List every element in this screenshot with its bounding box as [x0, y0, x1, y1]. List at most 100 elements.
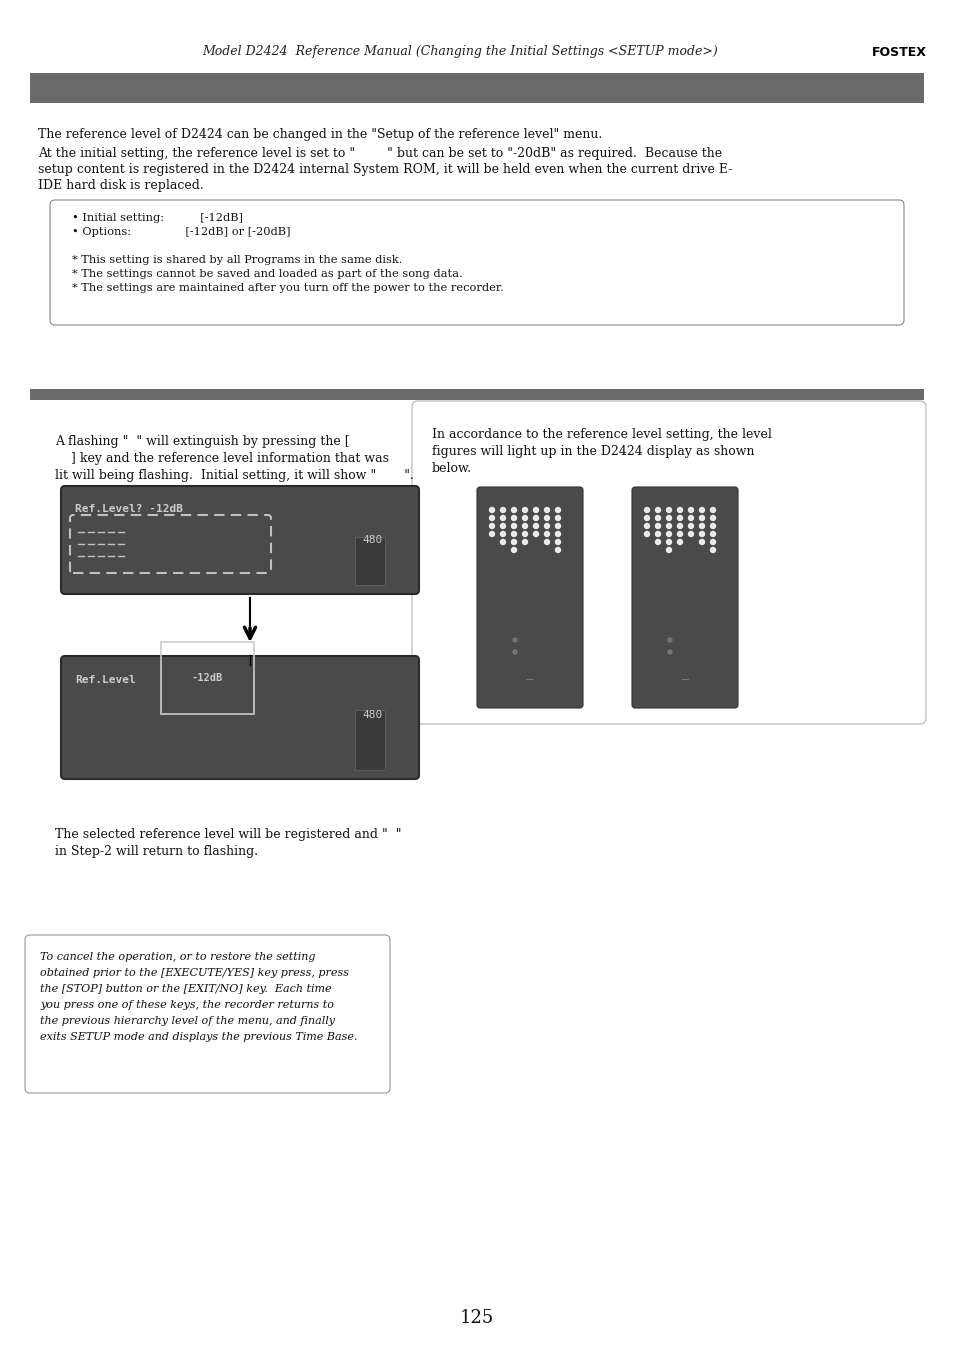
Circle shape: [522, 516, 527, 520]
Circle shape: [500, 539, 505, 544]
Text: lit will being flashing.  Initial setting, it will show "       ".: lit will being flashing. Initial setting…: [55, 469, 414, 482]
Circle shape: [489, 508, 494, 512]
Circle shape: [533, 508, 537, 512]
Text: The selected reference level will be registered and "  ": The selected reference level will be reg…: [55, 828, 401, 842]
Circle shape: [644, 523, 649, 528]
Circle shape: [544, 531, 549, 536]
Text: In accordance to the reference level setting, the level: In accordance to the reference level set…: [432, 428, 771, 440]
FancyBboxPatch shape: [50, 200, 903, 326]
Circle shape: [677, 531, 681, 536]
Circle shape: [533, 523, 537, 528]
Circle shape: [699, 539, 703, 544]
Circle shape: [511, 539, 516, 544]
Circle shape: [655, 516, 659, 520]
Circle shape: [677, 523, 681, 528]
Circle shape: [667, 638, 671, 642]
Circle shape: [710, 516, 715, 520]
Text: Model D2424  Reference Manual (Changing the Initial Settings <SETUP mode>): Model D2424 Reference Manual (Changing t…: [202, 46, 717, 58]
Circle shape: [555, 516, 560, 520]
Text: 480: 480: [362, 711, 383, 720]
Text: exits SETUP mode and displays the previous Time Base.: exits SETUP mode and displays the previo…: [40, 1032, 357, 1042]
Circle shape: [511, 516, 516, 520]
Circle shape: [544, 516, 549, 520]
Circle shape: [500, 523, 505, 528]
Circle shape: [544, 523, 549, 528]
Circle shape: [699, 523, 703, 528]
FancyBboxPatch shape: [412, 401, 925, 724]
Circle shape: [666, 531, 671, 536]
Text: you press one of these keys, the recorder returns to: you press one of these keys, the recorde…: [40, 1000, 334, 1011]
Circle shape: [655, 539, 659, 544]
Circle shape: [511, 547, 516, 553]
Circle shape: [666, 516, 671, 520]
Circle shape: [699, 508, 703, 512]
Circle shape: [489, 531, 494, 536]
Circle shape: [522, 523, 527, 528]
Circle shape: [513, 638, 517, 642]
Text: setup content is registered in the D2424 internal System ROM, it will be held ev: setup content is registered in the D2424…: [38, 163, 732, 176]
Circle shape: [511, 523, 516, 528]
Circle shape: [688, 531, 693, 536]
FancyBboxPatch shape: [631, 486, 738, 708]
Text: * This setting is shared by all Programs in the same disk.: * This setting is shared by all Programs…: [71, 255, 402, 265]
Circle shape: [555, 547, 560, 553]
Text: 480: 480: [362, 535, 383, 544]
Text: Ref.Level? -12dB: Ref.Level? -12dB: [75, 504, 183, 513]
Circle shape: [555, 531, 560, 536]
Bar: [30, 73, 923, 103]
Circle shape: [655, 531, 659, 536]
Circle shape: [555, 523, 560, 528]
Circle shape: [666, 508, 671, 512]
Text: figures will light up in the D2424 display as shown: figures will light up in the D2424 displ…: [432, 444, 754, 458]
Text: To cancel the operation, or to restore the setting: To cancel the operation, or to restore t…: [40, 952, 315, 962]
Text: the previous hierarchy level of the menu, and finally: the previous hierarchy level of the menu…: [40, 1016, 335, 1025]
Circle shape: [489, 523, 494, 528]
Text: ] key and the reference level information that was: ] key and the reference level informatio…: [55, 453, 389, 465]
Circle shape: [544, 508, 549, 512]
Circle shape: [710, 547, 715, 553]
Circle shape: [500, 531, 505, 536]
Circle shape: [555, 539, 560, 544]
Text: * The settings are maintained after you turn off the power to the recorder.: * The settings are maintained after you …: [71, 282, 503, 293]
Text: —: —: [680, 676, 688, 685]
Circle shape: [489, 516, 494, 520]
Text: • Initial setting:          [-12dB]: • Initial setting: [-12dB]: [71, 213, 243, 223]
Circle shape: [644, 508, 649, 512]
Circle shape: [522, 531, 527, 536]
Bar: [355, 711, 385, 770]
Circle shape: [533, 516, 537, 520]
Circle shape: [710, 508, 715, 512]
Text: —: —: [525, 676, 534, 685]
Circle shape: [500, 508, 505, 512]
Circle shape: [699, 531, 703, 536]
Text: in Step-2 will return to flashing.: in Step-2 will return to flashing.: [55, 844, 258, 858]
Text: 125: 125: [459, 1309, 494, 1327]
FancyBboxPatch shape: [61, 486, 418, 594]
Circle shape: [644, 516, 649, 520]
FancyBboxPatch shape: [61, 657, 418, 780]
Circle shape: [677, 508, 681, 512]
Circle shape: [555, 508, 560, 512]
Circle shape: [688, 516, 693, 520]
Circle shape: [710, 531, 715, 536]
Circle shape: [522, 539, 527, 544]
Circle shape: [688, 523, 693, 528]
Circle shape: [666, 523, 671, 528]
Text: below.: below.: [432, 462, 472, 476]
Circle shape: [511, 531, 516, 536]
FancyBboxPatch shape: [476, 486, 582, 708]
Circle shape: [522, 508, 527, 512]
Circle shape: [511, 508, 516, 512]
Circle shape: [666, 547, 671, 553]
Text: At the initial setting, the reference level is set to "        " but can be set : At the initial setting, the reference le…: [38, 147, 721, 159]
Circle shape: [513, 650, 517, 654]
Text: • Options:               [-12dB] or [-20dB]: • Options: [-12dB] or [-20dB]: [71, 227, 291, 236]
Circle shape: [500, 516, 505, 520]
Bar: [355, 536, 385, 585]
Text: * The settings cannot be saved and loaded as part of the song data.: * The settings cannot be saved and loade…: [71, 269, 462, 280]
Circle shape: [688, 508, 693, 512]
Circle shape: [544, 539, 549, 544]
Text: A flashing "  " will extinguish by pressing the [: A flashing " " will extinguish by pressi…: [55, 435, 349, 449]
Circle shape: [644, 531, 649, 536]
Text: obtained prior to the [EXECUTE/YES] key press, press: obtained prior to the [EXECUTE/YES] key …: [40, 969, 349, 978]
